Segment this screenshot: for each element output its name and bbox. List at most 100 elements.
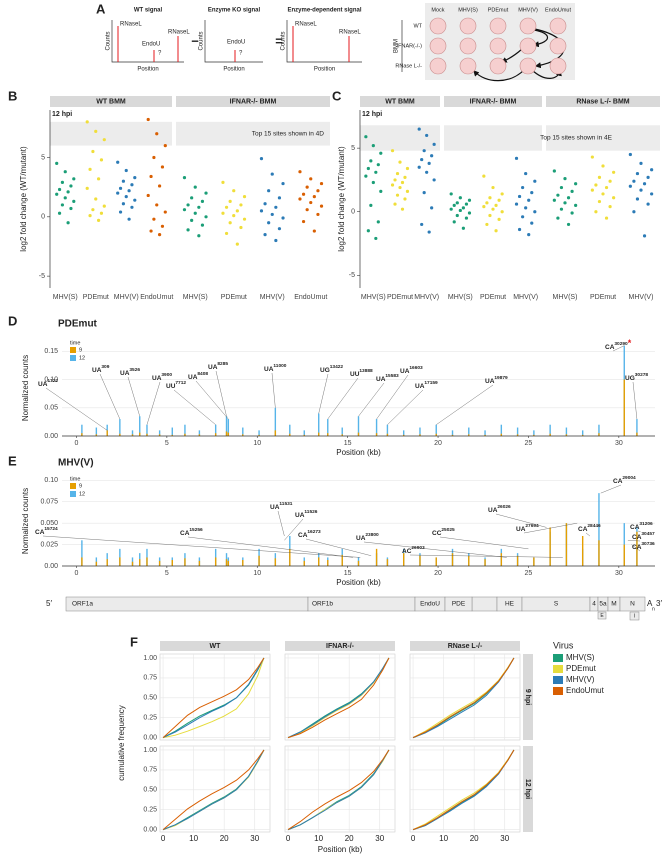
point <box>239 203 243 207</box>
x-tick-label: PDEmut <box>83 294 109 301</box>
well <box>429 57 447 75</box>
point <box>491 185 495 190</box>
poly-a-n: n <box>652 606 655 612</box>
point <box>152 155 156 160</box>
point <box>563 177 567 181</box>
annotation-leader <box>187 536 354 558</box>
annotation-leader <box>632 381 638 420</box>
legend-label: MHV(V) <box>566 675 595 684</box>
point <box>221 211 225 215</box>
point <box>452 220 456 224</box>
legend-label: 12 <box>79 355 85 361</box>
point <box>235 242 239 246</box>
genome-label: 5a <box>599 601 607 608</box>
y-tick-label: 1.00 <box>143 655 157 662</box>
cdf-line <box>163 657 265 739</box>
genome-label: EndoU <box>420 601 440 608</box>
point <box>369 203 373 207</box>
point <box>632 179 636 183</box>
y-tick-label: 0.50 <box>143 695 157 702</box>
annotation-base: CA <box>298 532 308 539</box>
point <box>455 213 459 218</box>
annotation-base: CA <box>613 478 623 485</box>
annotation: CA15256 <box>180 527 203 536</box>
highlight-band <box>546 125 660 151</box>
annotation-leader <box>631 544 641 552</box>
x-tick-label: PDEmut <box>387 294 413 301</box>
point <box>366 229 370 233</box>
genome-label: HE <box>505 601 515 608</box>
point <box>533 179 537 183</box>
y-tick-label: 0.15 <box>44 348 58 355</box>
schematic-peak-label: EndoU <box>227 40 245 46</box>
plate-column-label: MHV(S) <box>458 7 478 13</box>
y-tick-label: 0.075 <box>40 499 58 506</box>
y-tick-label: 0.00 <box>143 734 157 741</box>
cdf-line <box>162 657 265 739</box>
y-tick-label: 0.00 <box>143 826 157 833</box>
annotation-base: UA <box>120 370 130 377</box>
facet-strip <box>444 96 542 107</box>
annotation-base: AC <box>402 548 412 555</box>
point <box>563 201 567 205</box>
point <box>432 142 436 146</box>
schematic-title: WT signal <box>134 8 163 14</box>
annotation-sup: 11000 <box>273 363 286 369</box>
facet-strip <box>523 746 533 832</box>
point <box>277 227 282 231</box>
panel-label: E <box>8 453 17 468</box>
point <box>590 155 594 159</box>
legend-swatch <box>553 676 563 684</box>
point <box>228 221 232 225</box>
annotation-sup: 19879 <box>494 375 508 381</box>
y-tick-label: 0 <box>351 209 355 216</box>
point <box>417 127 421 131</box>
annotation-leader <box>277 510 285 537</box>
x-axis-title: Position (kb) <box>318 845 363 854</box>
point <box>96 218 101 222</box>
annotation: UA19879 <box>485 375 508 384</box>
annotation-base: UU <box>350 371 360 378</box>
facet-strip <box>523 654 533 740</box>
annotation: UA8408 <box>188 371 208 380</box>
point <box>417 165 421 169</box>
x-tick-label: 20 <box>470 834 479 843</box>
point <box>85 186 89 190</box>
annotation-sup: 17159 <box>424 380 438 386</box>
y-axis-title: cumulative frequency <box>117 705 126 781</box>
x-tick-label: MHV(V) <box>513 294 538 301</box>
point <box>259 157 264 161</box>
x-tick-label: 10 <box>253 570 261 577</box>
cdf-line <box>162 657 265 738</box>
panel-background <box>159 653 271 741</box>
annotation-base: UA <box>376 376 386 383</box>
annotation-base: CC <box>432 530 442 537</box>
well <box>489 37 507 55</box>
x-tick-label: MHV(S) <box>448 294 473 301</box>
point <box>552 198 556 202</box>
x-tick-label: MHV(S) <box>53 294 78 301</box>
legend-label: PDEmut <box>566 664 597 673</box>
point <box>427 230 431 234</box>
annotation-leader <box>627 540 641 542</box>
annotation: UA27694 <box>516 523 539 532</box>
point <box>124 168 128 173</box>
point <box>403 197 407 201</box>
point <box>200 199 205 203</box>
annotation-base: UA <box>295 512 305 519</box>
point <box>533 210 537 214</box>
schematic-axes <box>111 20 184 63</box>
point <box>309 200 313 205</box>
point <box>485 222 489 227</box>
point <box>574 203 578 207</box>
well <box>549 17 567 35</box>
x-tick-label: 20 <box>434 570 442 577</box>
point <box>60 203 65 207</box>
highlight-band <box>176 121 330 146</box>
annotation: CA30457 <box>632 531 655 540</box>
point <box>316 189 320 193</box>
point <box>485 201 489 205</box>
point <box>298 197 302 201</box>
panel-background <box>159 745 271 833</box>
